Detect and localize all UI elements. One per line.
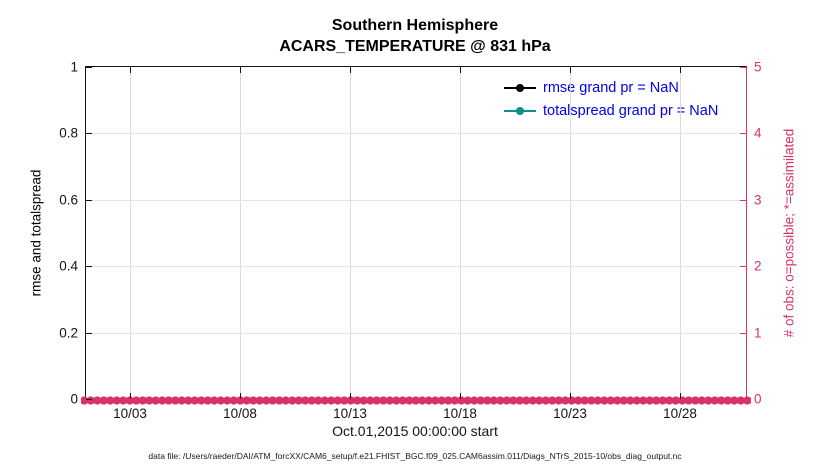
legend: rmse grand pr = NaN totalspread grand pr … <box>504 79 718 120</box>
gridline-vertical <box>240 67 241 399</box>
legend-entry: totalspread grand pr = NaN <box>504 102 718 120</box>
left-y-tick-label: 0.6 <box>59 192 78 208</box>
legend-line-sample <box>504 107 536 115</box>
right-y-tick-label: 2 <box>754 258 762 274</box>
left-y-tick <box>86 67 92 68</box>
x-tick-label: 10/18 <box>443 406 477 421</box>
gridline-vertical <box>680 67 681 399</box>
right-y-axis-label: # of obs: o=possible; *=assimilated <box>781 128 797 338</box>
right-y-tick-label: 3 <box>754 192 762 208</box>
right-y-tick-label: 0 <box>754 391 762 407</box>
gridline-horizontal <box>86 332 746 334</box>
legend-label: rmse grand pr = NaN <box>543 80 679 96</box>
x-tick-label: 10/08 <box>223 406 257 421</box>
chart-title: Southern Hemisphere ACARS_TEMPERATURE @ … <box>279 15 550 57</box>
left-y-tick-label: 1 <box>70 59 78 75</box>
x-tick-top <box>350 67 351 73</box>
x-tick-top <box>460 67 461 73</box>
gridline-vertical <box>460 67 461 399</box>
x-tick-top <box>130 67 131 73</box>
right-y-tick <box>740 133 746 135</box>
legend-line-sample <box>504 84 536 92</box>
left-y-tick <box>86 199 92 201</box>
legend-label: totalspread grand pr = NaN <box>543 103 719 119</box>
x-axis-label: Oct.01,2015 00:00:00 start <box>332 423 498 439</box>
gridline-vertical <box>350 67 351 399</box>
right-y-tick-label: 1 <box>754 325 762 341</box>
x-tick-label: 10/28 <box>663 406 697 421</box>
chart-title-line1: Southern Hemisphere <box>331 17 499 34</box>
gridline-vertical <box>570 67 571 399</box>
x-tick-label: 10/03 <box>113 406 147 421</box>
x-tick-bottom <box>460 393 461 399</box>
x-tick-bottom <box>130 393 131 399</box>
right-y-tick-label: 5 <box>754 59 762 75</box>
left-y-tick <box>86 133 92 135</box>
legend-entry: rmse grand pr = NaN <box>504 79 718 97</box>
right-y-tick <box>740 199 746 201</box>
right-y-tick <box>740 67 746 68</box>
left-y-tick-label: 0.8 <box>59 125 78 141</box>
legend-marker-dot <box>516 84 524 92</box>
x-tick-top <box>680 67 681 73</box>
x-tick-top <box>240 67 241 73</box>
chart-title-line2: ACARS_TEMPERATURE @ 831 hPa <box>279 38 551 55</box>
x-tick-bottom <box>350 393 351 399</box>
left-y-tick <box>86 332 92 334</box>
right-y-tick <box>740 332 746 334</box>
gridline-horizontal <box>86 266 746 268</box>
obs-count-marker-band <box>81 395 751 406</box>
gridline-vertical <box>130 67 131 399</box>
x-tick-top <box>570 67 571 73</box>
x-tick-bottom <box>570 393 571 399</box>
plot-area: rmse grand pr = NaN totalspread grand pr … <box>59 60 761 422</box>
left-y-tick <box>86 266 92 268</box>
right-y-tick <box>740 399 746 400</box>
right-y-tick-label: 4 <box>754 125 762 141</box>
left-y-tick-label: 0.2 <box>59 325 78 341</box>
x-tick-label: 10/23 <box>553 406 587 421</box>
gridline-horizontal <box>86 199 746 201</box>
gridline-horizontal <box>86 133 746 135</box>
left-y-axis-label: rmse and totalspread <box>28 169 44 297</box>
left-y-tick-label: 0.4 <box>59 258 78 274</box>
left-y-tick-label: 0 <box>70 391 78 407</box>
data-file-caption: data file: /Users/raeder/DAI/ATM_forcXX/… <box>148 451 682 461</box>
legend-marker-dot <box>516 107 524 115</box>
x-tick-bottom <box>240 393 241 399</box>
x-tick-label: 10/13 <box>333 406 367 421</box>
right-y-tick <box>740 266 746 268</box>
left-y-tick <box>86 399 92 400</box>
x-tick-bottom <box>680 393 681 399</box>
